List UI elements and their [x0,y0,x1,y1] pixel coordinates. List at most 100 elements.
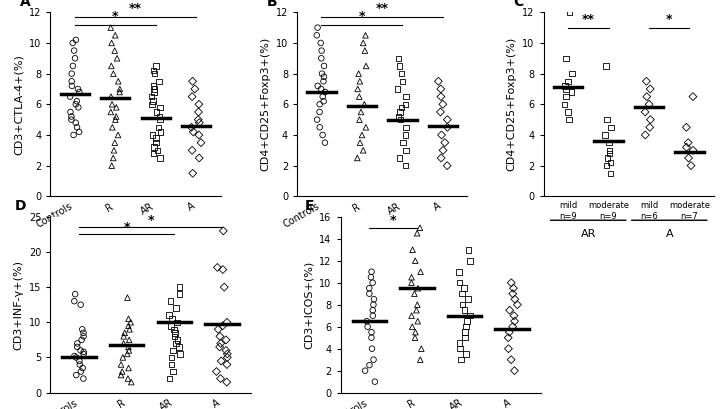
Point [393,113,404,120]
Point [69,55,81,62]
Point [154,155,166,161]
Point [459,307,471,313]
Point [186,93,198,100]
Point [122,375,133,382]
Point [186,147,198,154]
Point [122,351,133,357]
Point [70,37,81,43]
Point [114,86,125,92]
Point [314,124,325,130]
Point [167,368,179,375]
Point [399,132,411,138]
Point [110,117,121,123]
Point [125,319,136,326]
Point [363,362,375,369]
Point [435,132,447,138]
Point [107,155,119,161]
Point [400,147,412,154]
Point [441,162,453,169]
Point [460,324,472,330]
Point [122,294,133,301]
Point [464,258,476,264]
Point [171,319,182,326]
Point [358,40,369,46]
Point [115,372,127,378]
Point [151,135,162,142]
Point [78,375,89,382]
Point [367,279,379,286]
Point [74,361,86,368]
Text: B: B [267,0,277,9]
Point [463,247,474,253]
Point [311,25,323,31]
Point [187,129,199,135]
Point [149,70,160,77]
Point [221,354,233,361]
Point [354,78,366,85]
Point [123,365,134,371]
Point [411,307,423,313]
Text: **: ** [582,13,595,26]
Point [683,139,694,146]
Point [123,315,134,322]
Point [508,312,520,319]
Point [71,344,83,350]
Point [415,268,426,275]
Point [563,117,575,123]
Point [412,285,424,292]
Point [174,351,185,357]
Point [412,230,423,236]
Text: *: * [358,10,365,23]
Point [221,319,233,326]
Text: C: C [513,0,523,9]
Point [215,340,226,347]
Point [354,139,366,146]
Point [154,104,166,111]
Point [438,147,449,154]
Y-axis label: CD3+ICOS+(%): CD3+ICOS+(%) [304,261,314,349]
Point [316,47,327,54]
Point [172,337,183,343]
Point [368,356,379,363]
Text: *: * [112,10,118,23]
Point [441,117,453,123]
Point [454,345,466,352]
Point [149,86,161,92]
Point [170,305,182,312]
Point [124,326,136,333]
Point [169,333,180,339]
Point [216,358,227,364]
Point [165,298,177,304]
Point [110,113,122,120]
Point [437,101,448,108]
Point [508,367,520,374]
Point [74,89,85,95]
Point [640,132,651,138]
Point [369,378,381,385]
Point [117,354,128,361]
Point [211,368,222,375]
Point [454,340,465,346]
Point [105,93,117,100]
Point [66,78,77,85]
Point [314,109,325,115]
Point [507,290,518,297]
Point [66,117,77,123]
Point [464,312,476,319]
Point [683,155,694,161]
Point [68,298,80,304]
Text: A: A [20,0,30,9]
Point [365,274,376,281]
Y-axis label: CD3+INF-γ+(%): CD3+INF-γ+(%) [14,260,23,350]
Point [71,340,83,347]
Point [458,285,469,292]
Point [163,312,174,319]
Point [315,86,327,92]
Point [109,139,120,146]
Point [317,132,328,138]
Point [71,98,83,105]
Point [68,132,79,138]
Point [415,345,427,352]
Point [512,301,523,308]
Point [406,312,417,319]
